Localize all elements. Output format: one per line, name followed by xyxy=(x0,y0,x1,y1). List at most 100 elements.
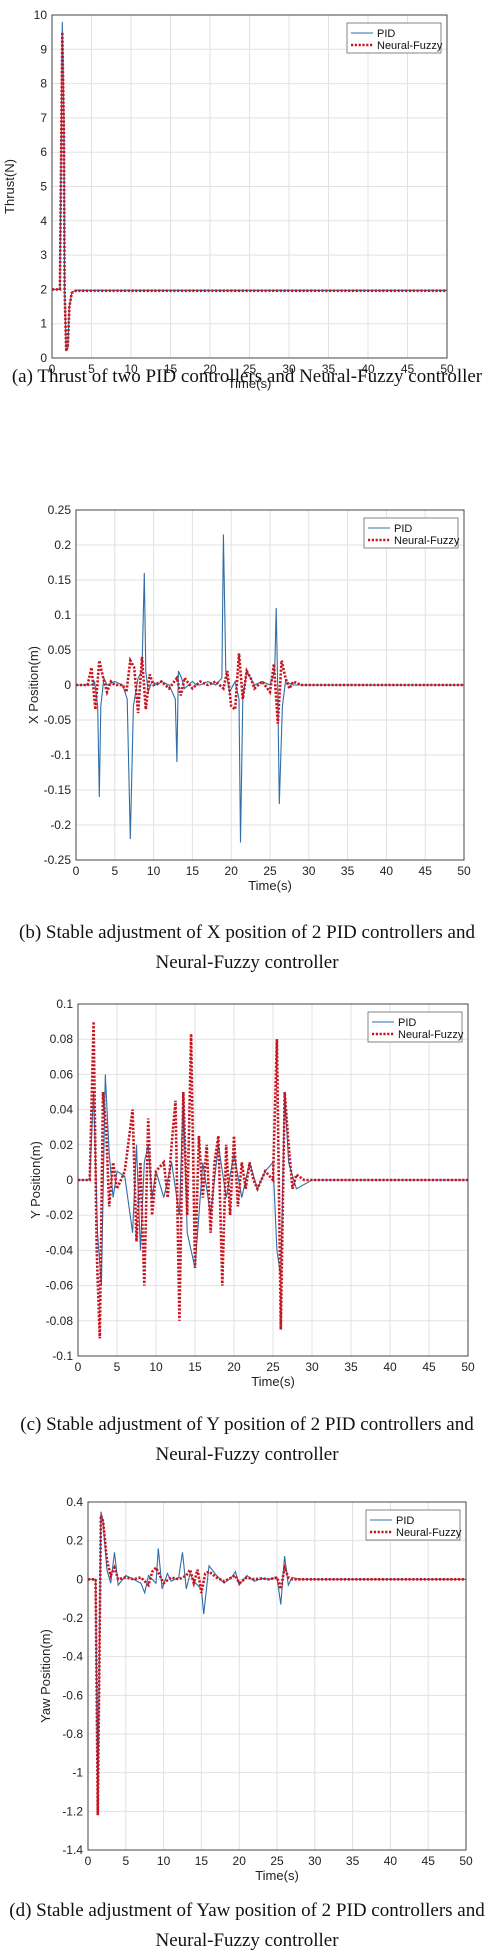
x-tick-label: 40 xyxy=(380,864,394,878)
y-tick-label: -1 xyxy=(72,1766,83,1780)
x-tick-label: 0 xyxy=(75,1360,82,1374)
y-tick-label: 1 xyxy=(40,317,47,331)
x-tick-label: 40 xyxy=(361,362,375,376)
y-tick-label: -0.4 xyxy=(62,1650,83,1664)
y-tick-label: 9 xyxy=(40,42,47,56)
legend-label: PID xyxy=(377,28,395,40)
x-axis-label: Time(s) xyxy=(248,878,292,893)
y-tick-label: -0.05 xyxy=(44,713,72,727)
y-tick-label: -0.02 xyxy=(46,1208,74,1222)
caption-thrust: (a) Thrust of two PID controllers and Ne… xyxy=(11,366,483,387)
y-tick-label: 0.08 xyxy=(50,1032,74,1046)
y-tick-label: 0.4 xyxy=(66,1495,83,1509)
legend-label: Neural-Fuzzy xyxy=(377,40,443,52)
x-tick-label: 40 xyxy=(384,1854,398,1868)
y-tick-label: 0.05 xyxy=(48,643,72,657)
y-tick-label: 0 xyxy=(76,1572,83,1586)
legend-label: PID xyxy=(394,523,412,535)
x-tick-label: 0 xyxy=(73,864,80,878)
chart-panel-thrust: 0 5 10 15 20 25 30 35 40 45 50 0 1 2 3 4 5 6 7 8 9 10 Time(s) T… xyxy=(0,0,494,410)
x-tick-label: 50 xyxy=(457,864,471,878)
legend-box xyxy=(346,22,442,54)
x-tick-label: 10 xyxy=(124,362,138,376)
x-tick-label: 50 xyxy=(459,1854,473,1868)
y-axis-label: Yaw Position(m) xyxy=(38,1629,53,1723)
x-tick-label: 25 xyxy=(243,362,257,376)
legend-label: PID xyxy=(396,1515,414,1527)
x-tick-label: 10 xyxy=(147,864,161,878)
y-tick-label: -0.2 xyxy=(50,818,71,832)
y-tick-label: -0.04 xyxy=(46,1243,74,1257)
x-tick-label: 45 xyxy=(422,1854,436,1868)
y-tick-label: -0.25 xyxy=(44,853,72,867)
x-tick-label: 45 xyxy=(422,1360,436,1374)
plot-frame xyxy=(77,1003,469,1357)
y-tick-label: -0.1 xyxy=(50,748,71,762)
y-tick-label: -0.06 xyxy=(46,1279,74,1293)
x-axis-label: Time(s) xyxy=(251,1374,295,1389)
y-tick-label: 0 xyxy=(40,351,47,365)
legend-label: PID xyxy=(398,1017,416,1029)
y-tick-label: 0.04 xyxy=(50,1103,74,1117)
x-tick-label: 50 xyxy=(461,1360,475,1374)
y-tick-label: 0.25 xyxy=(48,503,72,517)
plot-frame xyxy=(87,1501,467,1851)
chart-panel-y-position: 0 5 10 15 20 25 30 35 40 45 50 -0.1 -0.08 -0.06 -0.04-… xyxy=(0,0,494,1465)
y-position-chart: 0 5 10 15 20 25 30 35 40 45 50 -0.1 -0.08 -0.06 -0.04 -… xyxy=(28,997,475,1389)
y-axis-label: X Position(m) xyxy=(26,646,41,724)
y-tick-label: 0.15 xyxy=(48,573,72,587)
y-tick-label: 8 xyxy=(40,77,47,91)
x-tick-label: 15 xyxy=(164,362,178,376)
x-tick-label: 5 xyxy=(122,1854,129,1868)
y-tick-label: 2 xyxy=(40,282,47,296)
x-tick-label: 45 xyxy=(401,362,415,376)
y-axis-label: Thrust(N) xyxy=(2,159,17,214)
x-tick-label: 30 xyxy=(302,864,316,878)
x-tick-label: 30 xyxy=(305,1360,319,1374)
legend-box xyxy=(367,1011,463,1043)
y-tick-label: 3 xyxy=(40,248,47,262)
y-tick-label: 0.2 xyxy=(54,538,71,552)
x-tick-label: 20 xyxy=(233,1854,247,1868)
x-tick-label: 15 xyxy=(188,1360,202,1374)
x-tick-label: 0 xyxy=(85,1854,92,1868)
x-tick-label: 35 xyxy=(346,1854,360,1868)
x-tick-label: 40 xyxy=(383,1360,397,1374)
y-tick-label: 0.02 xyxy=(50,1138,74,1152)
plot-frame xyxy=(51,14,448,359)
y-tick-label: 0 xyxy=(64,678,71,692)
y-tick-label: -0.15 xyxy=(44,783,72,797)
y-tick-label: 6 xyxy=(40,145,47,159)
y-tick-label: -1.2 xyxy=(62,1804,83,1818)
x-tick-label: 20 xyxy=(227,1360,241,1374)
yaw-position-chart: 0 5 10 15 20 25 30 35 40 45 50 -1.4 -1.2 -1 -0.8 -0.6 -0… xyxy=(38,1495,473,1883)
series-line-neural-fuzzy xyxy=(88,1515,466,1816)
x-tick-label: 35 xyxy=(344,1360,358,1374)
y-tick-label: -0.1 xyxy=(52,1349,73,1363)
y-tick-label: -0.8 xyxy=(62,1727,83,1741)
x-tick-label: 5 xyxy=(88,362,95,376)
x-tick-label: 25 xyxy=(263,864,277,878)
legend-label: Neural-Fuzzy xyxy=(396,1527,462,1539)
legend-box xyxy=(363,517,459,549)
x-tick-label: 15 xyxy=(195,1854,209,1868)
y-tick-label: 5 xyxy=(40,180,47,194)
x-tick-label: 20 xyxy=(225,864,239,878)
y-axis-label: Y Position(m) xyxy=(28,1141,43,1219)
y-tick-label: 7 xyxy=(40,111,47,125)
legend-box xyxy=(365,1509,461,1541)
y-tick-label: -0.2 xyxy=(62,1611,83,1625)
y-tick-label: 0.2 xyxy=(66,1534,83,1548)
x-axis-label: Time(s) xyxy=(255,1868,299,1883)
thrust-chart: 0 5 10 15 20 25 30 35 40 45 50012345678910Time(s)T… xyxy=(2,8,454,391)
x-axis-label: Time(s) xyxy=(228,376,272,391)
x-tick-label: 35 xyxy=(341,864,355,878)
y-tick-label: 4 xyxy=(40,214,47,228)
legend-label: Neural-Fuzzy xyxy=(398,1029,464,1041)
x-tick-label: 10 xyxy=(157,1854,171,1868)
x-tick-label: 5 xyxy=(114,1360,121,1374)
